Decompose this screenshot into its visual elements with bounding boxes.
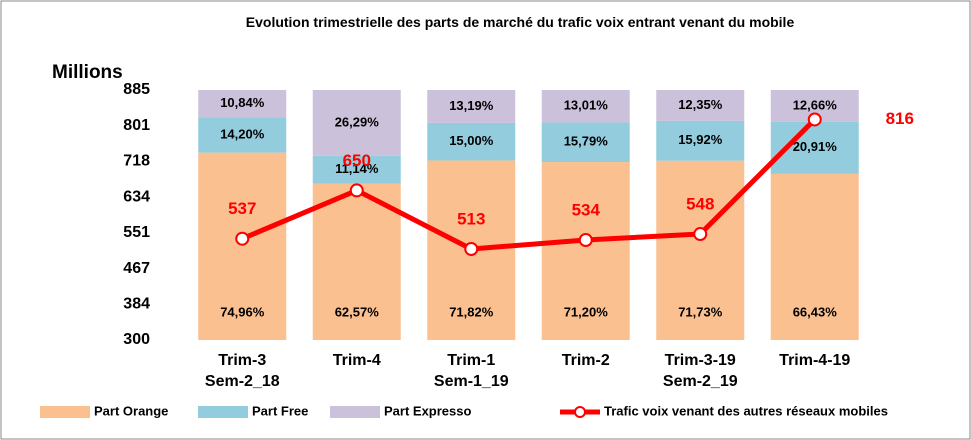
line-point: [807, 112, 822, 127]
data-label: 650: [343, 151, 371, 170]
x-tick-label: Trim-4-19: [779, 352, 851, 369]
y-tick-label: 718: [123, 153, 150, 170]
data-label: 816: [886, 109, 914, 128]
data-label: 15,92%: [678, 132, 723, 147]
data-label: 71,73%: [678, 304, 723, 319]
data-label: 62,57%: [335, 304, 380, 319]
y-tick-label: 801: [123, 117, 150, 134]
line-point: [578, 233, 593, 247]
y-tick-label: 467: [123, 260, 150, 277]
data-label: 537: [228, 199, 256, 218]
data-label: 15,00%: [449, 133, 494, 148]
data-label: 10,84%: [220, 95, 265, 110]
x-tick-label: Trim-3 Sem-2_18: [204, 352, 280, 390]
chart-title: Evolution trimestrielle des parts de mar…: [245, 14, 795, 30]
legend-label: Part Free: [252, 403, 308, 418]
bar-segment: [312, 90, 401, 156]
line-point: [693, 227, 708, 242]
bar-segment: [198, 90, 287, 118]
bar-segment: [427, 89, 516, 123]
data-label: 534: [572, 200, 601, 219]
data-label: 71,20%: [564, 304, 609, 319]
data-label: 14,20%: [220, 126, 265, 141]
data-label: 20,91%: [793, 139, 838, 154]
bar-segment: [312, 155, 401, 184]
data-label: 74,96%: [220, 304, 265, 319]
bar-segment: [541, 90, 630, 123]
bar-segment: [198, 117, 287, 153]
bar-segment: [656, 120, 745, 161]
x-tick-label: Trim-1 Sem-1_19: [433, 352, 509, 390]
y-tick-label: 300: [123, 331, 150, 348]
line-point: [464, 241, 479, 256]
x-tick-label: Trim-3-19 Sem-2_19: [662, 352, 738, 390]
data-label: 71,82%: [449, 304, 494, 319]
data-label: 15,79%: [564, 134, 609, 149]
y-tick-label: 551: [123, 224, 150, 241]
y-tick-label: 384: [123, 295, 150, 312]
bar-segment: [656, 160, 745, 340]
data-label: 12,66%: [793, 97, 838, 112]
bar-segment: [541, 122, 630, 162]
y-axis-label: Millions: [52, 62, 123, 83]
x-tick-label: Trim-2: [561, 352, 610, 369]
data-label: 13,01%: [564, 98, 609, 113]
data-label: 26,29%: [335, 114, 380, 129]
legend-label: Part Orange: [94, 403, 168, 418]
data-label: 513: [457, 209, 485, 228]
legend-swatch: [574, 406, 586, 418]
line-point: [235, 231, 250, 246]
bar-segment: [770, 173, 859, 340]
line-point: [349, 183, 364, 198]
bar-segment: [427, 122, 516, 161]
bar-segment: [198, 152, 287, 340]
bar-segment: [312, 183, 401, 340]
data-label: 548: [686, 195, 714, 214]
legend-label: Part Expresso: [384, 403, 471, 418]
data-label: 12,35%: [678, 97, 723, 112]
legend-swatch: [330, 406, 380, 418]
data-label: 13,19%: [449, 98, 494, 113]
x-tick-label: Trim-4: [332, 352, 381, 369]
data-label: 66,43%: [793, 304, 838, 319]
legend-swatch: [198, 406, 248, 418]
bar-segment: [656, 90, 745, 121]
y-tick-label: 885: [123, 81, 150, 98]
legend-swatch: [40, 406, 90, 418]
legend-label: Trafic voix venant des autres réseaux mo…: [604, 403, 888, 418]
line: [241, 117, 817, 252]
bar-segment: [541, 162, 630, 340]
data-label: 11,14%: [335, 161, 379, 176]
y-tick-label: 634: [123, 188, 150, 205]
